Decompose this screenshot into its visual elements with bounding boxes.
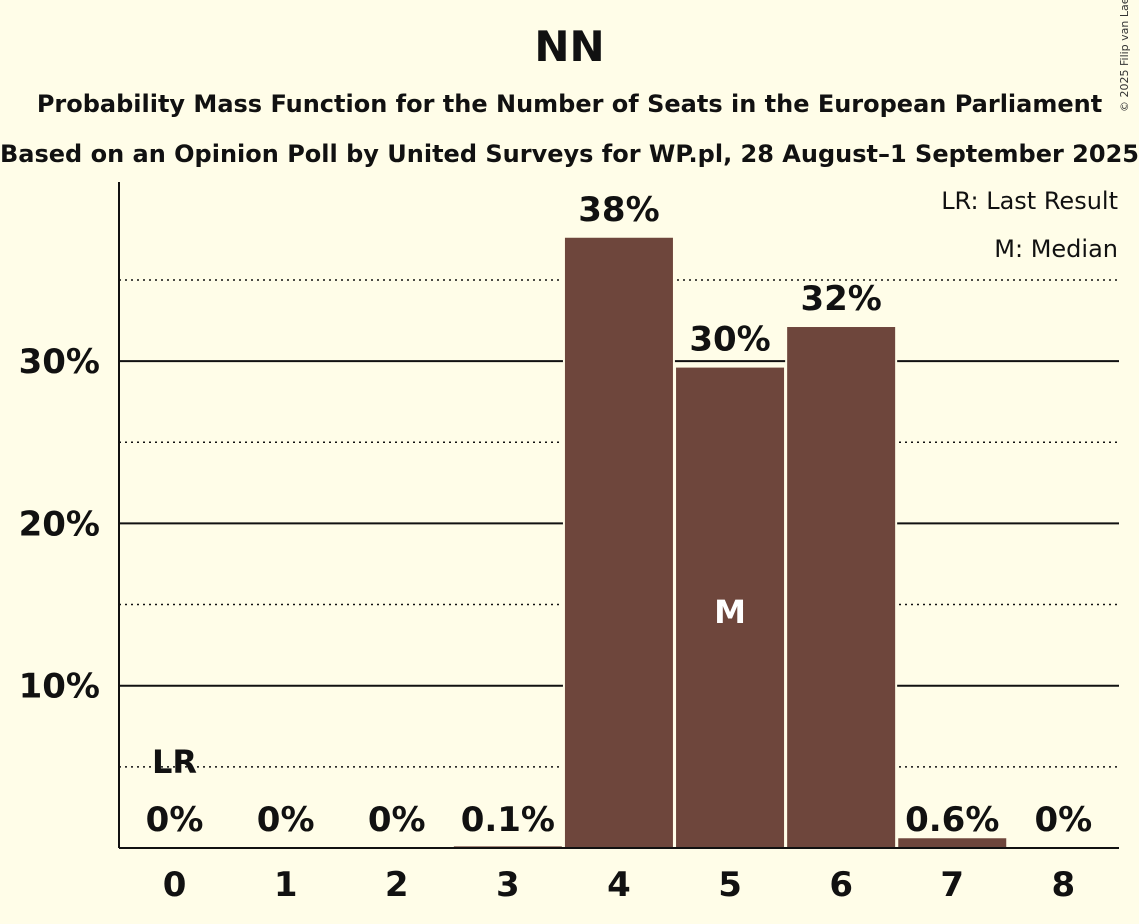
value-label-7: 0.6% xyxy=(905,800,999,840)
value-label-5: 30% xyxy=(689,320,770,360)
bar-5 xyxy=(676,367,785,848)
x-tick-label: 0 xyxy=(163,865,187,905)
x-tick-label: 3 xyxy=(496,865,520,905)
x-tick-label: 5 xyxy=(718,865,742,905)
x-tick-label: 7 xyxy=(940,865,964,905)
x-tick-label: 2 xyxy=(385,865,409,905)
chart-title: NN xyxy=(534,22,605,71)
axis-ticks: 10% 20% 30% 0 1 2 3 4 5 6 7 8 xyxy=(19,342,1076,905)
data-labels: 0% 0% 0% 0.1% 38% 30% 32% 0.6% 0% LR M xyxy=(146,190,1093,840)
value-label-2: 0% xyxy=(368,800,426,840)
legend-last-result: LR: Last Result xyxy=(941,187,1118,215)
median-marker: M xyxy=(714,593,746,631)
value-label-1: 0% xyxy=(257,800,315,840)
bar-gap xyxy=(451,844,564,848)
x-tick-label: 4 xyxy=(607,865,631,905)
y-tick-label: 10% xyxy=(19,667,100,707)
chart-source: Based on an Opinion Poll by United Surve… xyxy=(0,140,1139,168)
value-label-0: 0% xyxy=(146,800,204,840)
last-result-marker: LR xyxy=(152,743,197,781)
chart-subtitle: Probability Mass Function for the Number… xyxy=(36,90,1103,118)
x-tick-label: 8 xyxy=(1052,865,1076,905)
y-tick-label: 30% xyxy=(19,342,100,382)
bar-4 xyxy=(564,237,673,848)
x-tick-label: 1 xyxy=(274,865,298,905)
y-tick-label: 20% xyxy=(19,504,100,544)
bars xyxy=(451,235,1009,849)
bar-6 xyxy=(787,327,896,849)
bar-7 xyxy=(898,838,1007,848)
value-label-4: 38% xyxy=(578,190,659,230)
value-label-8: 0% xyxy=(1034,800,1092,840)
legend-median: M: Median xyxy=(994,235,1118,263)
x-tick-label: 6 xyxy=(829,865,853,905)
value-label-3: 0.1% xyxy=(461,800,555,840)
value-label-6: 32% xyxy=(800,279,881,319)
